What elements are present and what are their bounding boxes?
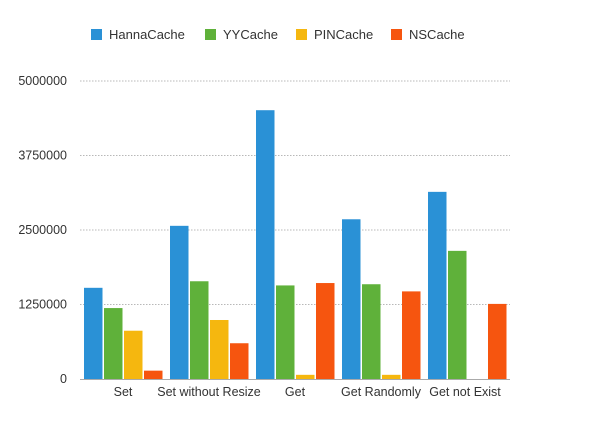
x-category-label-set: Set <box>114 385 133 399</box>
bar-hannacache-set <box>84 287 103 379</box>
bar-nscache-get <box>316 283 335 379</box>
bar-pincache-get <box>296 374 315 379</box>
y-tick-label: 5000000 <box>18 74 67 88</box>
bar-nscache-set <box>144 370 163 379</box>
bar-yycache-get <box>276 285 295 379</box>
y-axis-ticks: 0 1250000 2500000 3750000 5000000 <box>18 74 67 386</box>
x-axis-categories: Set Set without Resize Get Get Randomly Get … <box>114 385 502 399</box>
y-tick-label: 3750000 <box>18 149 67 163</box>
bar-yycache-get-randomly <box>362 284 381 379</box>
bar-pincache-set-without-resize <box>210 319 229 379</box>
bar-pincache-get-randomly <box>382 374 401 379</box>
bar-yycache-set <box>104 308 123 379</box>
legend-label-yycache: YYCache <box>223 27 278 42</box>
bars <box>84 110 507 379</box>
bar-hannacache-set-without-resize <box>170 225 189 379</box>
legend-label-nscache: NSCache <box>409 27 465 42</box>
bar-yycache-get-not-exist <box>448 250 467 379</box>
legend-swatch-hannacache <box>91 29 102 40</box>
legend-swatch-nscache <box>391 29 402 40</box>
bar-pincache-set <box>124 330 143 379</box>
x-category-label-get-not-exist: Get not Exist <box>429 385 501 399</box>
x-category-label-get: Get <box>285 385 306 399</box>
legend-swatch-yycache <box>205 29 216 40</box>
y-tick-label: 1250000 <box>18 298 67 312</box>
legend-label-pincache: PINCache <box>314 27 373 42</box>
bar-hannacache-get <box>256 110 275 379</box>
legend-swatch-pincache <box>296 29 307 40</box>
y-tick-label: 2500000 <box>18 223 67 237</box>
x-category-label-set-without-resize: Set without Resize <box>157 385 261 399</box>
bar-nscache-set-without-resize <box>230 343 249 379</box>
legend: HannaCache YYCache PINCache NSCache <box>91 27 465 42</box>
bar-hannacache-get-randomly <box>342 219 361 379</box>
bar-nscache-get-randomly <box>402 291 421 379</box>
bar-hannacache-get-not-exist <box>428 191 447 379</box>
bar-yycache-set-without-resize <box>190 281 209 379</box>
bar-nscache-get-not-exist <box>488 303 507 379</box>
y-tick-label: 0 <box>60 372 67 386</box>
x-category-label-get-randomly: Get Randomly <box>341 385 422 399</box>
legend-label-hannacache: HannaCache <box>109 27 185 42</box>
